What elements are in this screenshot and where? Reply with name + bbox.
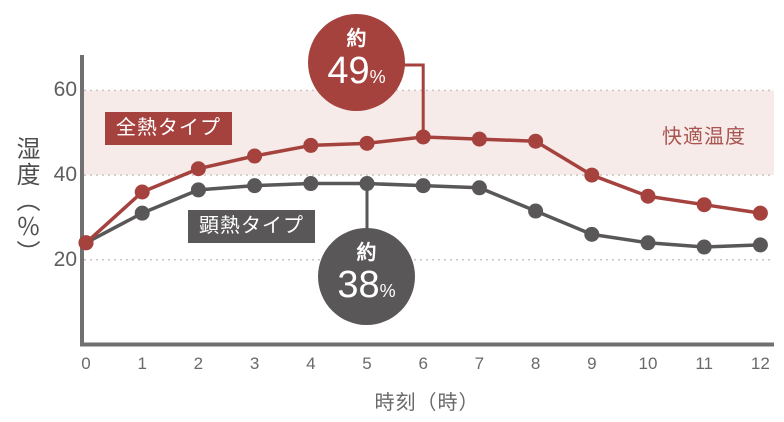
data-point — [640, 188, 656, 204]
data-point — [190, 182, 206, 198]
x-tick-label-0: 0 — [81, 354, 91, 373]
y-tick-label-40: 40 — [53, 163, 77, 187]
x-tick-label-8: 8 — [530, 354, 541, 373]
x-tick-label-2: 2 — [193, 354, 204, 373]
x-tick-label-12: 12 — [750, 354, 770, 373]
data-point — [584, 167, 600, 183]
data-point — [415, 129, 431, 145]
data-point — [134, 184, 150, 200]
data-point — [640, 235, 656, 251]
data-point — [696, 239, 712, 255]
data-point — [247, 178, 263, 194]
data-point — [415, 178, 431, 194]
series-label-total-heat: 全熱タイプ — [105, 112, 232, 145]
data-point — [78, 235, 94, 251]
x-tick-label-4: 4 — [306, 354, 316, 373]
x-axis-title: 時刻（時） — [374, 392, 480, 414]
data-point — [528, 133, 544, 149]
data-point — [359, 176, 375, 192]
data-point — [134, 205, 150, 221]
data-point — [303, 176, 319, 192]
data-point — [471, 131, 487, 147]
callout-38-percent: 約 38% — [318, 228, 415, 325]
x-tick-label-6: 6 — [418, 354, 428, 373]
x-tick-label-3: 3 — [249, 354, 260, 373]
callout-prefix: 約 — [356, 242, 377, 264]
series-label-sensible-heat: 顕熱タイプ — [188, 210, 315, 243]
comfort-zone-label: 快適温度 — [662, 126, 746, 148]
data-point — [359, 135, 375, 151]
callout-49-percent: 約 49% — [308, 14, 405, 111]
data-point — [471, 180, 487, 196]
data-point — [696, 197, 712, 213]
data-point — [584, 226, 600, 242]
x-tick-label-5: 5 — [362, 354, 372, 373]
data-point — [528, 203, 544, 219]
x-tick-label-7: 7 — [474, 354, 485, 373]
data-point — [190, 161, 206, 177]
y-tick-label-20: 20 — [53, 247, 77, 271]
data-point — [752, 237, 768, 253]
y-tick-label-60: 60 — [53, 78, 77, 102]
data-point — [247, 148, 263, 164]
x-tick-label-10: 10 — [638, 354, 658, 373]
data-point — [752, 205, 768, 221]
callout-prefix: 約 — [346, 28, 367, 50]
y-axis-title: 湿度（％） — [12, 136, 39, 266]
callout-value: 38% — [337, 264, 396, 306]
x-tick-label-1: 1 — [137, 354, 147, 373]
axes-lines — [80, 55, 774, 347]
callout-value: 49% — [327, 50, 386, 92]
data-point — [303, 137, 319, 153]
x-tick-label-9: 9 — [587, 354, 597, 373]
x-tick-label-11: 11 — [695, 354, 714, 373]
